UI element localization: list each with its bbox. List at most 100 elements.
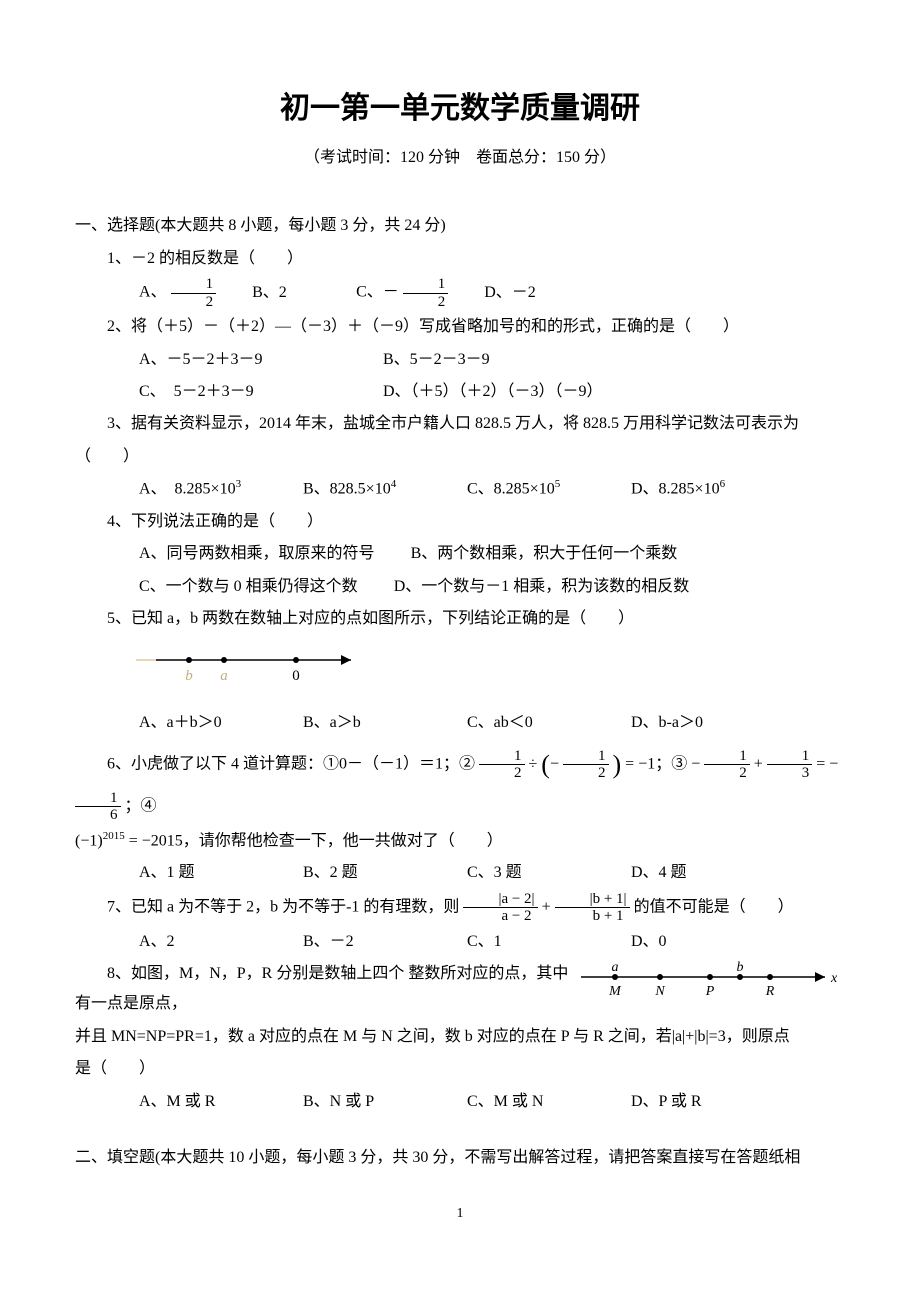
q3-c-text: C、8.285×10 (467, 480, 555, 497)
q1-opt-c: C、－ 1 2 (324, 276, 448, 310)
section-2-heading: 二、填空题(本大题共 10 小题，每小题 3 分，共 30 分，不需写出解答过程… (75, 1143, 845, 1173)
q4-options-row2: C、一个数与 0 相乘仍得这个数 D、一个数与－1 相乘，积为该数的相反数 (75, 572, 845, 602)
q1-stem: 1、－2 的相反数是（ ） (75, 244, 845, 274)
q5-stem: 5、已知 a，b 两数在数轴上对应的点如图所示，下列结论正确的是（ ） (75, 604, 845, 634)
frac-num: 1 (479, 748, 525, 766)
frac-den: 2 (704, 765, 750, 782)
q3-d-text: D、8.285×10 (631, 480, 720, 497)
fraction: 1 2 (171, 276, 217, 310)
frac-den: 2 (479, 765, 525, 782)
svg-text:N: N (654, 984, 665, 999)
q1-opt-b: B、2 (220, 278, 320, 308)
q2-opt-a: A、－5－2＋3－9 (107, 345, 347, 375)
svg-text:b: b (737, 961, 744, 975)
q6-text: 6、小虎做了以下 4 道计算题：①0－（－1）＝1；② (107, 756, 475, 773)
fraction: 16 (75, 790, 121, 824)
q6-opt-a: A、1 题 (107, 858, 267, 888)
q3-options: A、 8.285×103 B、828.5×104 C、8.285×105 D、8… (75, 474, 845, 505)
q8-text-a: 8、如图，M，N，P，R 分别是数轴上四个 (107, 965, 404, 982)
q8-opt-c: C、M 或 N (435, 1087, 595, 1117)
q6-stem-line2: (−1)2015 = −2015，请你帮他检查一下，他一共做对了（ ） (75, 826, 845, 857)
q7-tail: 的值不可能是（ ） (634, 898, 794, 915)
q7-stem: 7、已知 a 为不等于 2，b 为不等于-1 的有理数，则 |a − 2|a −… (75, 891, 845, 925)
q4-opt-a: A、同号两数相乘，取原来的符号 (107, 539, 375, 569)
svg-text:M: M (608, 984, 622, 999)
q5-opt-c: C、ab＜0 (435, 708, 595, 738)
q8-opt-a: A、M 或 R (107, 1087, 267, 1117)
q1-a-label: A、 (139, 284, 167, 301)
fraction: 12 (479, 748, 525, 782)
q6-options: A、1 题 B、2 题 C、3 题 D、4 题 (75, 858, 845, 888)
q6-line2-tail: = −2015，请你帮他检查一下，他一共做对了（ ） (125, 832, 503, 849)
sup: 2015 (103, 830, 125, 842)
q7-opt-a: A、2 (107, 927, 267, 957)
fraction: 12 (704, 748, 750, 782)
q8-opt-b: B、N 或 P (271, 1087, 431, 1117)
frac-num: 1 (704, 748, 750, 766)
svg-text:R: R (765, 984, 775, 999)
frac-den: 6 (75, 807, 121, 824)
frac-num: 1 (75, 790, 121, 808)
q1-c-label: C、－ (356, 284, 399, 301)
q2-opt-d: D、（＋5）（＋2）（－3）（－9） (351, 377, 603, 407)
frac-den: 2 (171, 294, 217, 311)
q1-opt-d: D、－2 (452, 278, 552, 308)
q2-stem: 2、将（＋5）－（＋2）—（－3）＋（－9）写成省略加号的和的形式，正确的是（ … (75, 312, 845, 342)
q2-opt-b: B、5－2－3－9 (351, 345, 591, 375)
q6-stem-line1: 6、小虎做了以下 4 道计算题：①0－（－1）＝1；② 12 ÷ (− 12 )… (75, 740, 845, 823)
q3-opt-c: C、8.285×105 (435, 474, 595, 505)
q8-stem-line3: 是（ ） (75, 1054, 845, 1084)
exam-subtitle: （考试时间：120 分钟 卷面总分：150 分） (75, 143, 845, 173)
q7-opt-d: D、0 (599, 927, 759, 957)
q5-options: A、a＋b＞0 B、a＞b C、ab＜0 D、b-a＞0 (75, 708, 845, 738)
q4-opt-d: D、一个数与－1 相乘，积为该数的相反数 (362, 572, 690, 602)
q6-opt-c: C、3 题 (435, 858, 595, 888)
q8-options: A、M 或 R B、N 或 P C、M 或 N D、P 或 R (75, 1087, 845, 1117)
q4-stem: 4、下列说法正确的是（ ） (75, 507, 845, 537)
q1-options: A、 1 2 B、2 C、－ 1 2 D、－2 (75, 276, 845, 310)
fraction: 13 (767, 748, 813, 782)
lparen: ( (541, 750, 550, 779)
q5-opt-d: D、b-a＞0 (599, 708, 759, 738)
q7-text: 7、已知 a 为不等于 2，b 为不等于-1 的有理数，则 (107, 898, 463, 915)
q2-options-row1: A、－5－2＋3－9 B、5－2－3－9 (75, 345, 845, 375)
q4-opt-b: B、两个数相乘，积大于任何一个乘数 (379, 539, 678, 569)
frac-num: 1 (563, 748, 609, 766)
q6-base: (−1) (75, 832, 103, 849)
q4-opt-c: C、一个数与 0 相乘仍得这个数 (107, 572, 358, 602)
svg-text:a: a (220, 668, 228, 684)
q6-eq2: = − (816, 756, 838, 773)
fraction: |a − 2|a − 2 (463, 891, 537, 925)
q3-opt-d: D、8.285×106 (599, 474, 759, 505)
q3-stem-tail: （ ） (75, 442, 845, 472)
frac-num: 1 (403, 276, 449, 294)
sup: 3 (236, 478, 242, 490)
frac-den: b + 1 (555, 908, 630, 925)
q7-plus: + (542, 898, 555, 915)
sup: 4 (391, 478, 397, 490)
numberline-svg: ba0 (131, 640, 371, 690)
q6-tail: ；④ (125, 797, 157, 814)
frac-den: 2 (563, 765, 609, 782)
q3-a-text: A、 8.285×10 (139, 480, 236, 497)
svg-text:x: x (830, 971, 838, 986)
frac-den: 2 (403, 294, 449, 311)
q8-numberline-svg: aMNPbRx (575, 961, 845, 1011)
fraction: 1 2 (403, 276, 449, 310)
q2-options-row2: C、 5－2＋3－9 D、（＋5）（＋2）（－3）（－9） (75, 377, 845, 407)
sup: 6 (720, 478, 726, 490)
q6-div: ÷ (529, 756, 542, 773)
q8-opt-d: D、P 或 R (599, 1087, 759, 1117)
page-title: 初一第一单元数学质量调研 (75, 80, 845, 137)
q7-opt-b: B、－2 (271, 927, 431, 957)
q3-b-text: B、828.5×10 (303, 480, 391, 497)
frac-num: 1 (767, 748, 813, 766)
frac-den: a − 2 (463, 908, 537, 925)
section-1-heading: 一、选择题(本大题共 8 小题，每小题 3 分，共 24 分) (75, 211, 845, 241)
q5-numberline: ba0 (131, 640, 845, 701)
q6-plus: + (754, 756, 767, 773)
q8-stem-line1: aMNPbRx 8、如图，M，N，P，R 分别是数轴上四个 整数所对应的点，其中… (75, 959, 845, 1020)
q2-opt-c: C、 5－2＋3－9 (107, 377, 347, 407)
q3-opt-b: B、828.5×104 (271, 474, 431, 505)
rparen: ) (613, 750, 622, 779)
